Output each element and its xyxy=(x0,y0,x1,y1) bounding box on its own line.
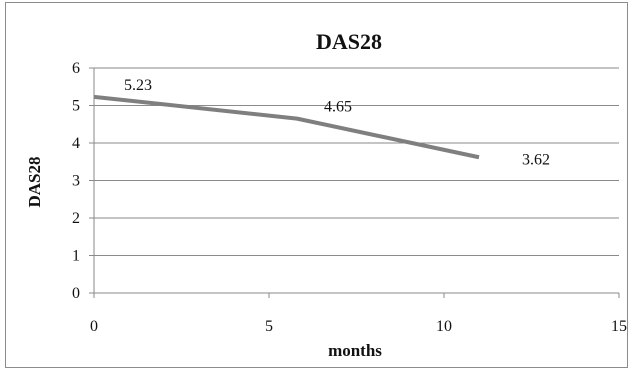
x-axis-label: months xyxy=(328,341,382,360)
y-tick-label-1: 1 xyxy=(72,248,80,265)
series-line xyxy=(93,94,480,160)
y-tick-label-6: 6 xyxy=(72,60,80,77)
data-labels: 5.23 4.65 3.62 xyxy=(124,77,550,168)
y-tick-label-2: 2 xyxy=(72,210,80,227)
data-label-2: 3.62 xyxy=(522,151,550,168)
y-axis-label: DAS28 xyxy=(25,156,44,207)
series-group xyxy=(93,94,480,160)
x-tick-label-5: 5 xyxy=(265,318,273,335)
y-tick-label-4: 4 xyxy=(72,135,80,152)
x-tick-label-0: 0 xyxy=(90,318,98,335)
y-tick-labels: 0 1 2 3 4 5 6 xyxy=(72,60,80,302)
x-tick-labels: 0 5 10 15 xyxy=(90,318,627,335)
data-label-1: 4.65 xyxy=(324,99,352,116)
y-tick-label-3: 3 xyxy=(72,173,80,190)
chart-area xyxy=(5,2,628,368)
data-label-0: 5.23 xyxy=(124,77,152,94)
x-tick-label-10: 10 xyxy=(436,318,452,335)
chart-title: DAS28 xyxy=(316,29,382,54)
axes xyxy=(89,67,620,298)
y-tick-label-0: 0 xyxy=(72,285,80,302)
x-tick-label-15: 15 xyxy=(611,318,627,335)
y-tick-label-5: 5 xyxy=(72,98,80,115)
